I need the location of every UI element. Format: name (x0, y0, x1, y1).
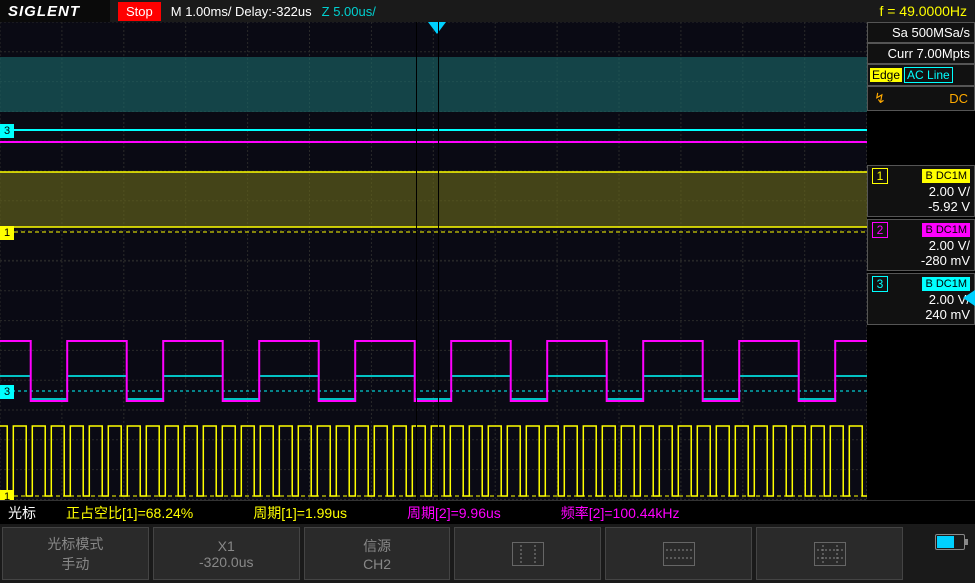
ch3-panel[interactable]: 3 B DC1M 2.00 V/ 240 mV (867, 273, 975, 325)
ch2-coupling: B DC1M (922, 223, 970, 237)
menu-value: 手动 (61, 554, 89, 574)
zoom-waveform (0, 261, 867, 500)
meas-period1: 周期[1]=1.99us (253, 503, 347, 523)
trigger-type[interactable]: Edge AC Line (867, 64, 975, 86)
menu-label: 光标模式 (47, 534, 103, 554)
memory-depth: Curr 7.00Mpts (867, 43, 975, 64)
slope-icon: ↯ (874, 90, 886, 107)
ch3-marker-upper: 3 (0, 124, 14, 138)
menu-y-icon[interactable] (605, 527, 752, 580)
battery-area (905, 524, 975, 583)
menu-label: X1 (218, 538, 235, 554)
ch2-scale: 2.00 V/ (872, 238, 970, 253)
ch1-scale: 2.00 V/ (872, 184, 970, 199)
trigger-level-icon (963, 290, 975, 306)
sample-rate: Sa 500MSa/s (867, 22, 975, 43)
trigger-edge-badge: Edge (870, 68, 902, 82)
xy-cursor-icon (814, 542, 846, 566)
menu-cursor-mode[interactable]: 光标模式 手动 (2, 527, 149, 580)
menu-value: CH2 (363, 556, 391, 572)
ch3-offset: 240 mV (872, 307, 970, 322)
ch2-panel[interactable]: 2 B DC1M 2.00 V/ -280 mV (867, 219, 975, 271)
menu-x1[interactable]: X1 -320.0us (153, 527, 300, 580)
meas-period2: 周期[2]=9.96us (407, 503, 501, 523)
cursor-title: 光标 (8, 503, 36, 523)
zoom-label: Z 5.00us/ (322, 4, 376, 19)
x-cursor-icon (512, 542, 544, 566)
ch3-number: 3 (872, 276, 888, 292)
brand-logo: SIGLENT (0, 0, 110, 22)
trigger-source: AC Line (904, 67, 953, 83)
run-state[interactable]: Stop (118, 2, 161, 21)
menu-source[interactable]: 信源 CH2 (304, 527, 451, 580)
ch2-number: 2 (872, 222, 888, 238)
ch3-scale: 2.00 V/ (872, 292, 970, 307)
ch2-offset: -280 mV (872, 253, 970, 268)
measurement-bar: 光标 正占空比[1]=68.24% 周期[1]=1.99us 周期[2]=9.9… (0, 500, 975, 524)
overview-waveform (0, 22, 867, 261)
meas-freq2: 频率[2]=100.44kHz (561, 503, 680, 523)
y-cursor-icon (663, 542, 695, 566)
trigger-slope[interactable]: ↯ DC (867, 86, 975, 111)
ch1-number: 1 (872, 168, 888, 184)
top-bar: SIGLENT Stop M 1.00ms/ Delay:-322us Z 5.… (0, 0, 975, 22)
ch3-coupling: B DC1M (922, 277, 970, 291)
trigger-coupling: DC (949, 91, 968, 106)
trigger-freq: f = 49.0000Hz (879, 3, 967, 19)
menu-bar: 光标模式 手动 X1 -320.0us 信源 CH2 (0, 524, 975, 583)
menu-x-icon[interactable] (454, 527, 601, 580)
right-panel: Sa 500MSa/s Curr 7.00Mpts Edge AC Line ↯… (867, 22, 975, 500)
battery-icon (935, 534, 965, 550)
ch1-marker-upper: 1 (0, 226, 14, 240)
cursor-x1[interactable] (416, 22, 417, 500)
waveform-area[interactable]: 3 1 3 1 (0, 22, 867, 500)
menu-label: 信源 (363, 536, 391, 556)
cursor-x2[interactable] (438, 22, 439, 500)
trigger-position-icon (428, 22, 446, 34)
menu-value: -320.0us (199, 554, 253, 570)
meas-duty: 正占空比[1]=68.24% (66, 503, 193, 523)
ch1-panel[interactable]: 1 B DC1M 2.00 V/ -5.92 V (867, 165, 975, 217)
timebase-label: M 1.00ms/ Delay:-322us (171, 4, 312, 19)
ch3-marker-lower: 3 (0, 385, 14, 399)
ch1-offset: -5.92 V (872, 199, 970, 214)
menu-xy-icon[interactable] (756, 527, 903, 580)
ch1-coupling: B DC1M (922, 169, 970, 183)
